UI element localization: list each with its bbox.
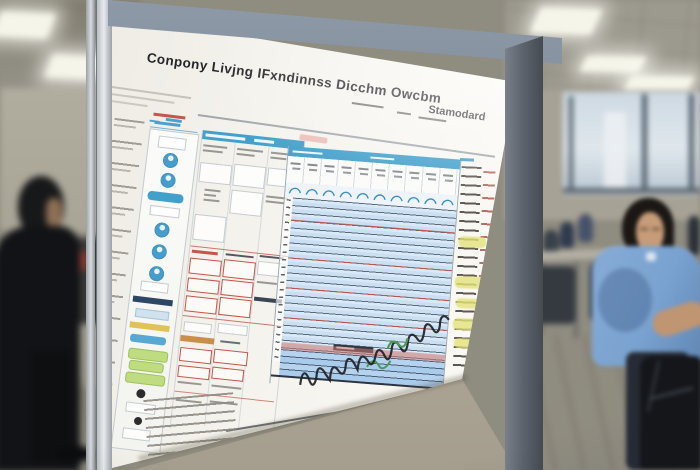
- person-left-legs: [30, 350, 72, 462]
- ceiling-light: [0, 10, 57, 40]
- window-sill: [563, 188, 700, 193]
- person-left-face: [46, 198, 62, 228]
- shoulder-bag: [640, 356, 700, 470]
- frame-right-post: [505, 36, 543, 470]
- seated-person: [578, 214, 593, 242]
- person-left-shoe: [56, 446, 92, 462]
- seated-person: [560, 222, 574, 248]
- seated-person: [543, 230, 559, 256]
- woman-face: [636, 212, 664, 252]
- table-leg: [575, 262, 577, 338]
- woman-eye: [652, 228, 660, 230]
- woman-sleeve-fold: [598, 268, 652, 332]
- woman-collar: [646, 252, 656, 261]
- window-mullion: [569, 96, 573, 192]
- woman-eye: [640, 228, 648, 230]
- frame-leg-inner: [96, 0, 112, 470]
- foreground-person: [560, 0, 700, 470]
- seated-person: [688, 216, 700, 256]
- window: [563, 92, 700, 195]
- window-building: [604, 112, 626, 190]
- frame-leg-outer: [86, 0, 95, 470]
- window-mullion: [689, 94, 694, 192]
- window-mullion: [642, 94, 647, 192]
